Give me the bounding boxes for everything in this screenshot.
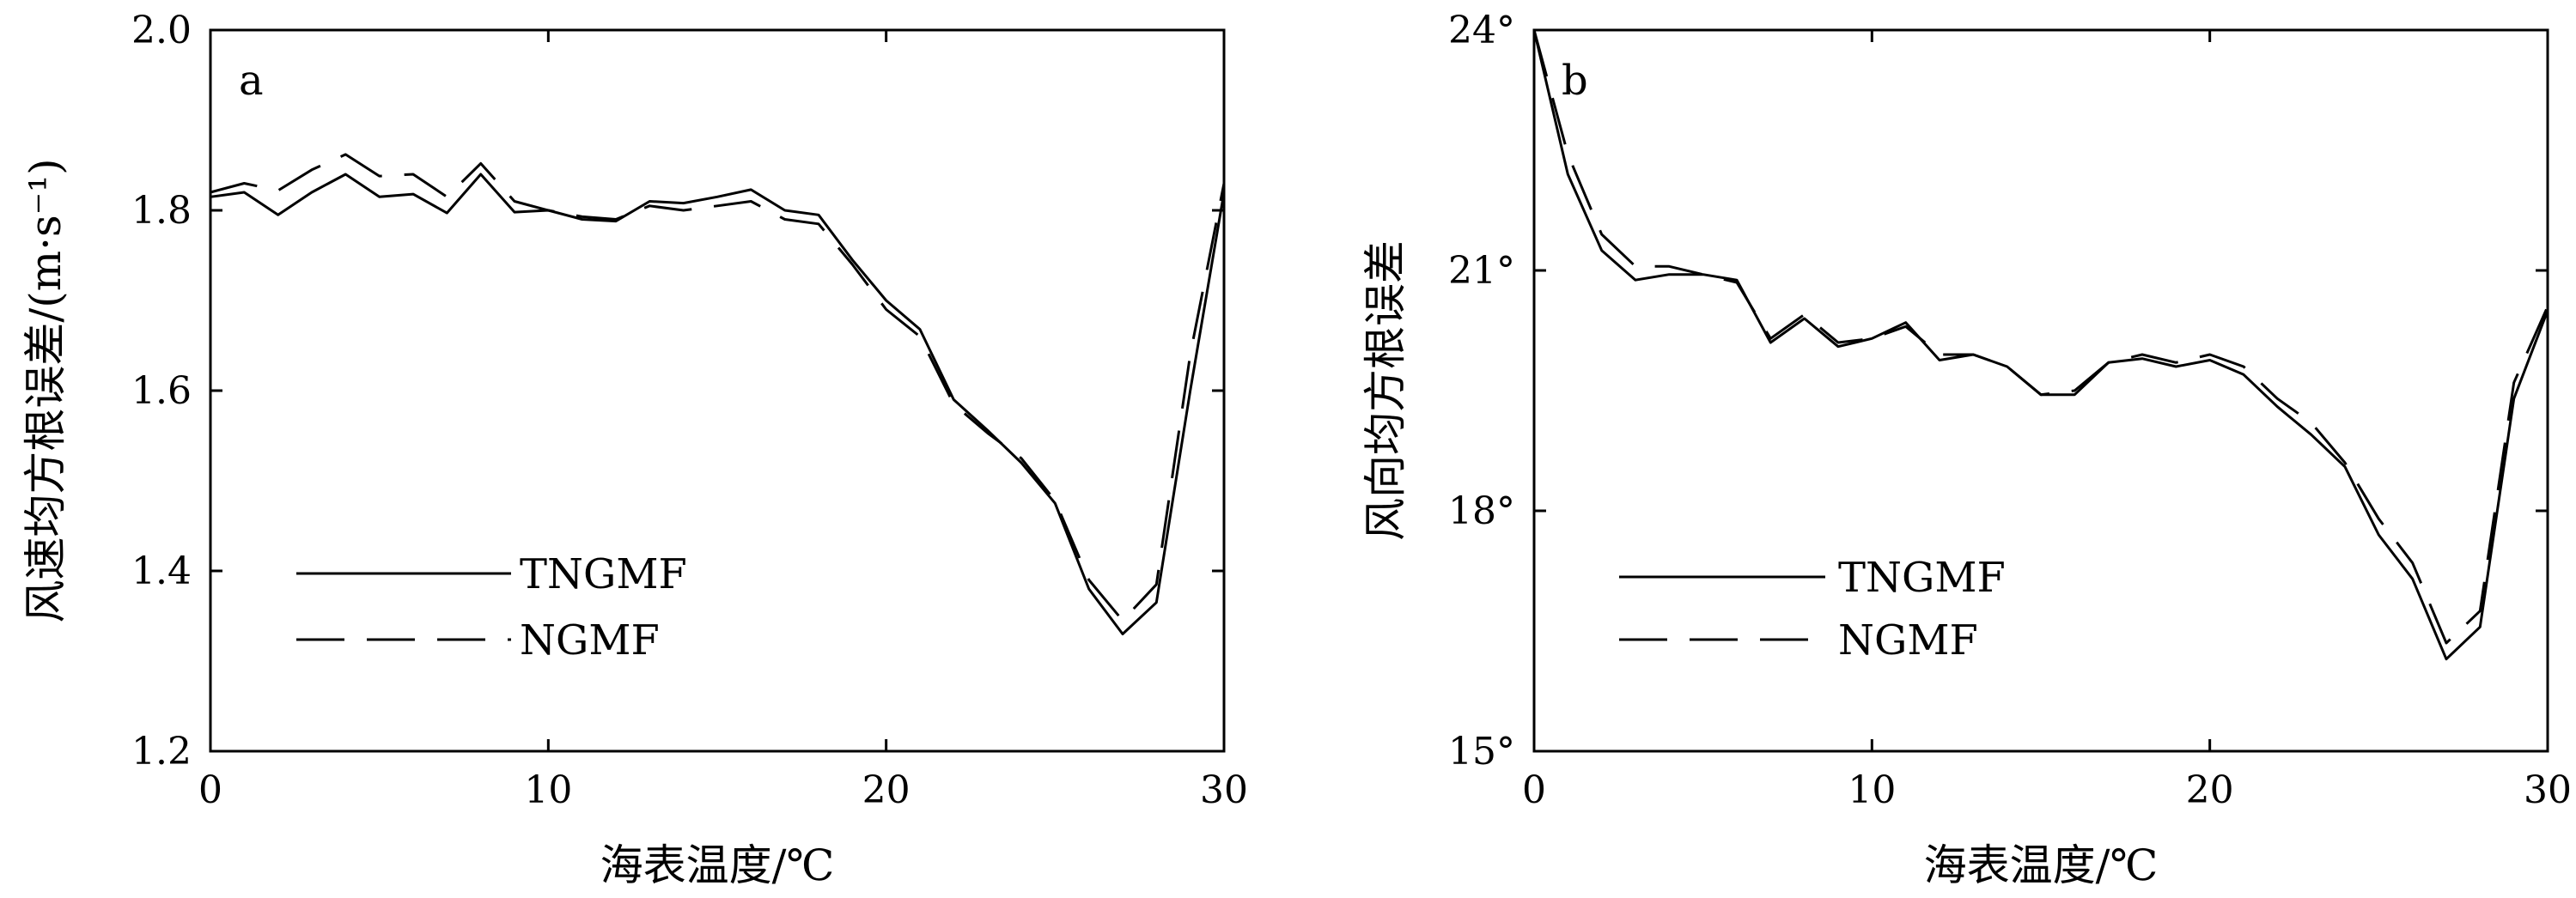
panel-b: 0 10 20 30 15° 18° 21° 24° b 海表温度/℃ 风向均方根误差 TNG… (1361, 9, 2572, 890)
x-axis-label: 海表温度/℃ (600, 840, 835, 890)
y-tick-label: 15° (1448, 730, 1515, 774)
plot-frame (1532, 28, 2549, 753)
y-tick-label: 24° (1448, 9, 1515, 52)
y-tick-label: 2.0 (131, 9, 192, 52)
y-axis-label: 风向均方根误差 (1361, 240, 1410, 541)
y-tick-label: 21° (1448, 249, 1515, 293)
x-tick-label: 30 (1200, 768, 1248, 812)
x-tick-label: 30 (2524, 768, 2572, 812)
x-tick-label: 10 (1848, 768, 1896, 812)
y-tick-label: 1.8 (131, 189, 192, 233)
series-line-tngmf (210, 173, 1226, 635)
y-axis-label: 风速均方根误差/(m·s⁻¹) (21, 158, 70, 622)
axis-ticks: 0 10 20 30 15° 18° 21° 24° (1448, 9, 2572, 812)
axis-ticks: 0 10 20 30 1.2 1.4 1.6 1.8 2.0 (131, 9, 1248, 812)
x-tick-label: 0 (1522, 768, 1546, 812)
y-tick-label: 1.4 (131, 549, 192, 593)
series-lines (210, 153, 1226, 635)
y-tick-label: 1.6 (131, 369, 192, 413)
y-tick-label: 18° (1448, 489, 1515, 533)
series-lines (1532, 29, 2549, 661)
legend-label-tngmf: TNGMF (520, 550, 687, 598)
legend: TNGMF NGMF (1619, 554, 2006, 664)
x-tick-label: 0 (198, 768, 222, 812)
x-tick-label: 20 (2186, 768, 2234, 812)
legend: TNGMF NGMF (296, 550, 687, 664)
legend-label-ngmf: NGMF (520, 616, 660, 664)
plot-frame (209, 28, 1226, 753)
legend-label-tngmf: TNGMF (1838, 554, 2006, 602)
legend-label-ngmf: NGMF (1838, 616, 1978, 664)
x-tick-label: 20 (862, 768, 910, 812)
panel-tag: a (239, 57, 264, 105)
series-line-ngmf (210, 153, 1226, 622)
y-tick-label: 1.2 (131, 730, 192, 774)
x-axis-label: 海表温度/℃ (1924, 840, 2159, 890)
series-line-tngmf (1532, 29, 2549, 661)
series-line-ngmf (1532, 29, 2549, 645)
x-tick-label: 10 (524, 768, 572, 812)
panel-a: 0 10 20 30 1.2 1.4 1.6 1.8 2.0 a 海表温度/℃ 风速均方根误差/… (21, 9, 1248, 890)
panel-tag: b (1562, 57, 1588, 105)
